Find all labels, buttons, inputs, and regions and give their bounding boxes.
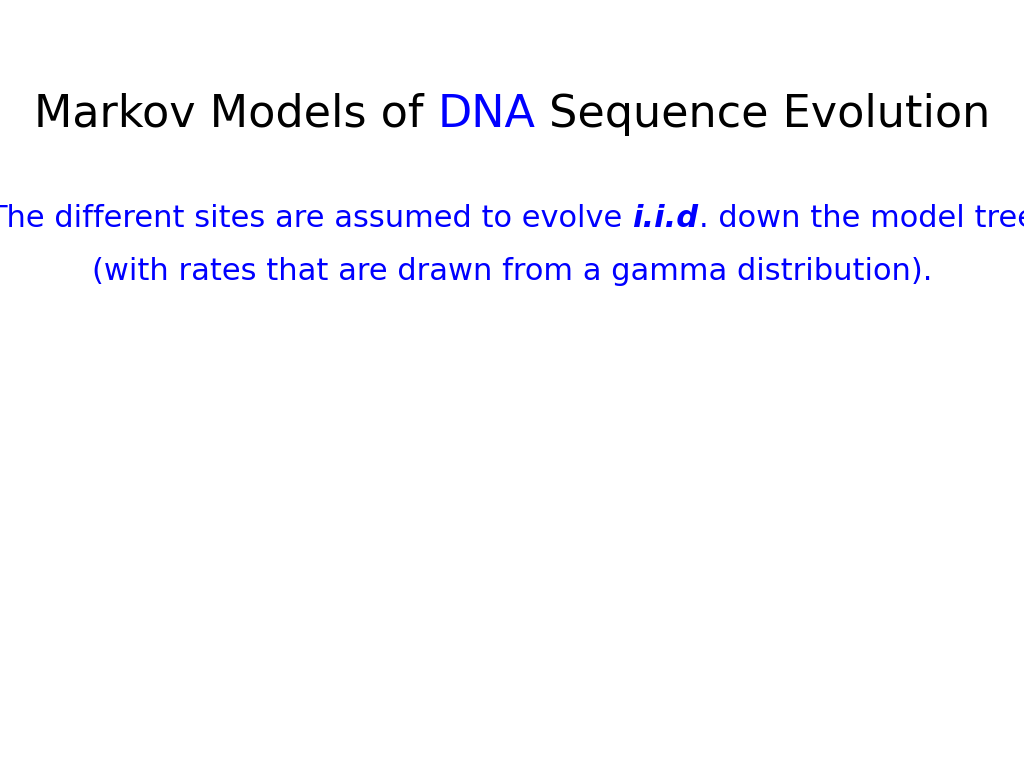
Text: i.i.d: i.i.d [633, 204, 698, 233]
Text: The different sites are assumed to evolve: The different sites are assumed to evolv… [0, 204, 633, 233]
Text: Markov Models of: Markov Models of [34, 93, 437, 136]
Text: DNA: DNA [437, 93, 536, 136]
Text: (with rates that are drawn from a gamma distribution).: (with rates that are drawn from a gamma … [92, 257, 932, 286]
Text: Sequence Evolution: Sequence Evolution [536, 93, 990, 136]
Text: . down the model tree: . down the model tree [698, 204, 1024, 233]
